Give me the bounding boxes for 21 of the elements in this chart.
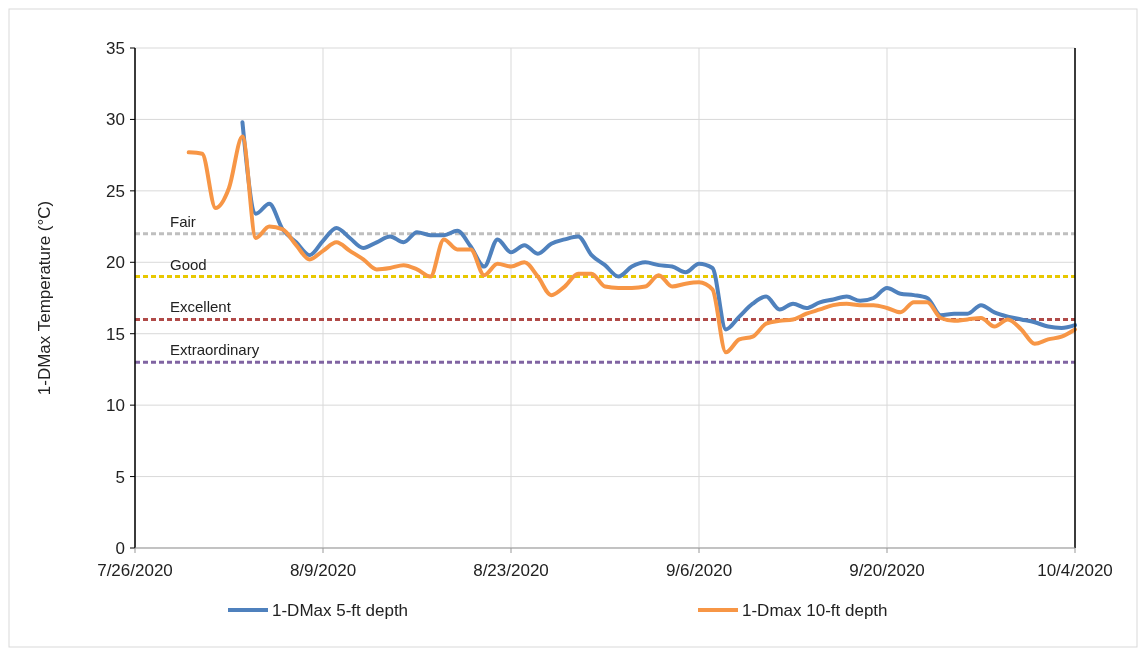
- y-tick-label: 5: [115, 467, 125, 487]
- x-tick-label: 7/26/2020: [97, 561, 173, 580]
- ref-line-label: Extraordinary: [170, 341, 260, 359]
- x-tick-label: 9/20/2020: [849, 561, 925, 580]
- legend-label: 1-Dmax 10-ft depth: [742, 600, 888, 620]
- y-tick-label: 15: [106, 324, 125, 344]
- x-tick-label: 8/23/2020: [473, 561, 549, 580]
- ref-line-label: Excellent: [170, 298, 232, 316]
- x-tick-label: 10/4/2020: [1037, 561, 1113, 580]
- y-tick-label: 0: [115, 538, 125, 558]
- ref-line-label: Fair: [170, 212, 196, 230]
- y-tick-label: 35: [106, 38, 125, 58]
- y-tick-label: 10: [106, 396, 125, 416]
- legend-label: 1-DMax 5-ft depth: [272, 600, 409, 620]
- y-tick-label: 30: [106, 110, 125, 130]
- y-tick-label: 20: [106, 253, 125, 273]
- x-tick-label: 8/9/2020: [289, 561, 357, 580]
- y-tick-label: 25: [106, 181, 125, 201]
- x-tick-label: 9/6/2020: [665, 561, 733, 580]
- ref-line-label: Good: [170, 255, 207, 273]
- y-axis-title: 1-DMax Temperature (°C): [35, 200, 54, 396]
